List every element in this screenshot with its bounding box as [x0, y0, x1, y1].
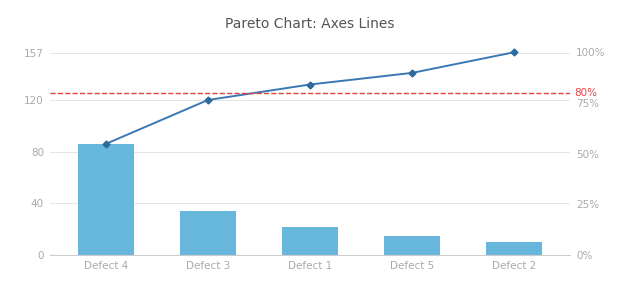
Bar: [486, 242, 542, 255]
Text: 80%: 80%: [575, 88, 598, 98]
Bar: [180, 211, 236, 255]
Bar: [78, 144, 134, 255]
Bar: [282, 227, 338, 255]
Bar: [384, 236, 440, 255]
Title: Pareto Chart: Axes Lines: Pareto Chart: Axes Lines: [225, 17, 395, 31]
